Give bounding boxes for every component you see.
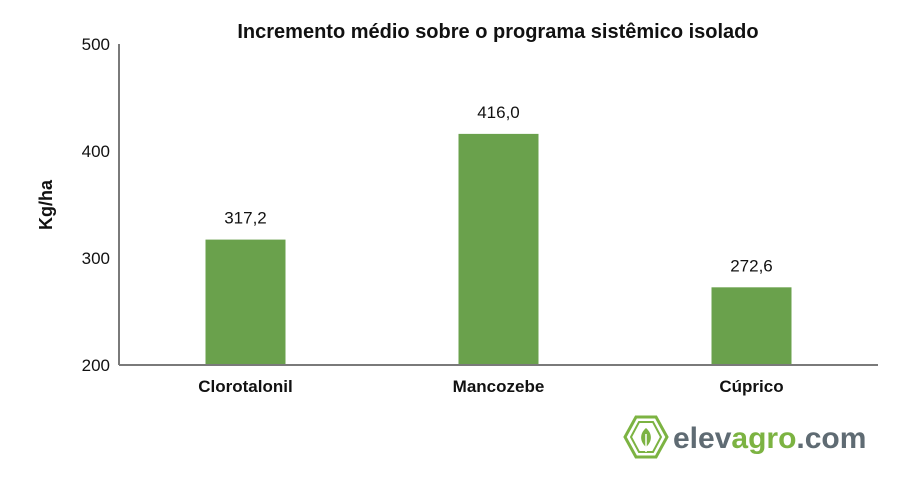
bar-value-label: 317,2 [224, 209, 267, 228]
leaf-hexagon-icon [623, 415, 669, 459]
bar [205, 239, 286, 365]
category-label: Cúprico [719, 377, 783, 396]
category-label: Clorotalonil [198, 377, 292, 396]
y-tick-label: 200 [82, 356, 110, 375]
bar [711, 287, 792, 365]
category-label: Mancozebe [453, 377, 545, 396]
y-axis-label: Kg/ha [36, 179, 56, 230]
bars-group [205, 133, 792, 365]
brand-wordmark: elevagro.com [673, 422, 866, 455]
category-labels-group: Clorotalonil Mancozebe Cúprico [198, 377, 783, 396]
value-labels-group: 317,2 416,0 272,6 [224, 103, 773, 275]
bar-value-label: 416,0 [477, 103, 520, 122]
brand-logo: elevagro.com [623, 415, 866, 459]
brand-name-part1: elev [673, 422, 732, 455]
y-tick-label: 400 [82, 142, 110, 161]
brand-name-part2: agro [731, 422, 796, 455]
y-axis-ticks: 200 300 400 500 [82, 35, 110, 375]
bar-value-label: 272,6 [730, 256, 773, 275]
y-tick-label: 500 [82, 35, 110, 54]
y-tick-label: 300 [82, 249, 110, 268]
chart-title: Incremento médio sobre o programa sistêm… [237, 21, 758, 43]
brand-name-part3: .com [796, 422, 866, 455]
bar [458, 133, 539, 365]
